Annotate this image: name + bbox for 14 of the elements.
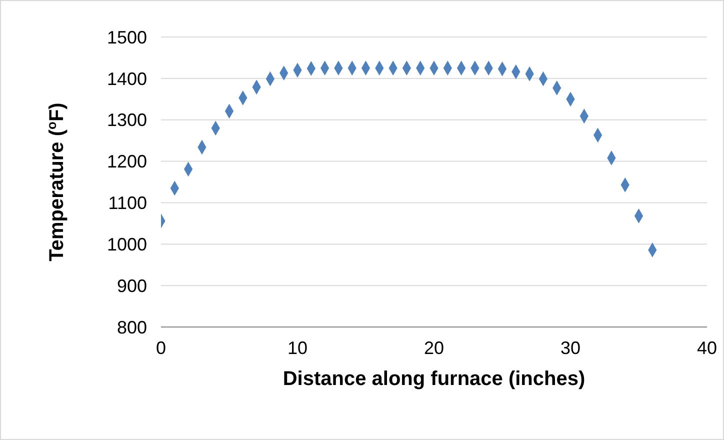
x-tick-label: 40 — [696, 338, 718, 358]
x-tick-label: 20 — [424, 338, 444, 358]
y-tick-label: 1500 — [106, 27, 147, 48]
y-tick-label: 1300 — [106, 110, 147, 130]
y-tick-label: 1100 — [108, 193, 147, 214]
y-tick-label: 800 — [116, 317, 147, 338]
x-tick-label: 10 — [287, 338, 308, 358]
y-tick-label: 900 — [116, 276, 147, 296]
y-tick-label: 1400 — [106, 68, 147, 89]
y-tick-label: 1200 — [106, 152, 147, 172]
y-tick-label: 1000 — [106, 234, 147, 255]
x-axis-title: Distance along furnace (inches) — [282, 368, 586, 390]
x-tick-label: 30 — [560, 338, 581, 358]
x-tick-label: 0 — [156, 338, 166, 358]
